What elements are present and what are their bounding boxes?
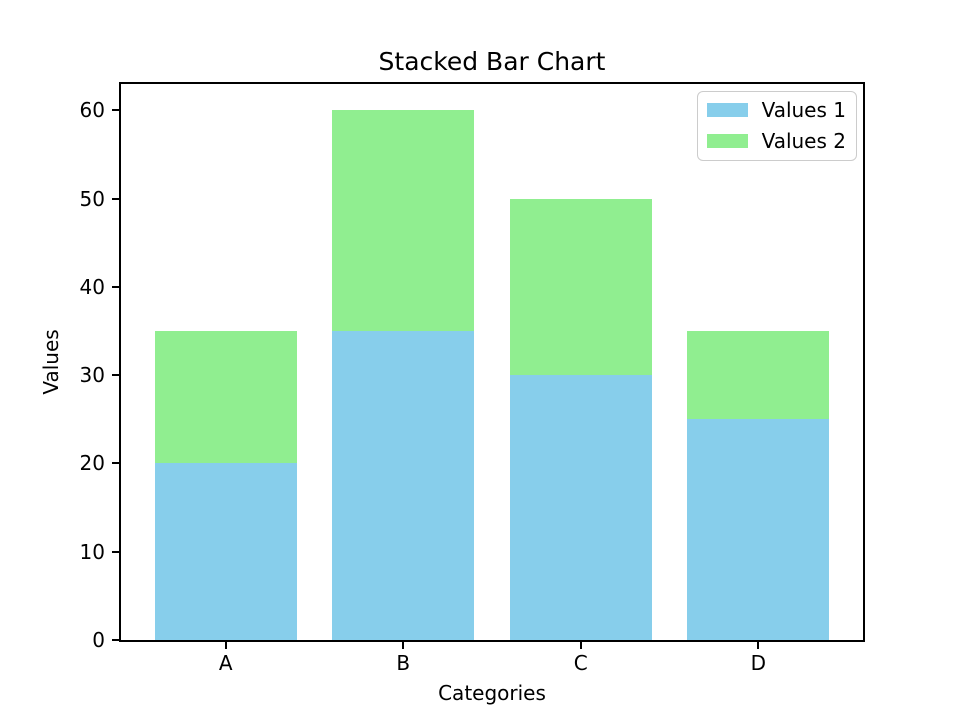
x-tick-mark: [402, 642, 405, 649]
y-tick-mark: [112, 285, 119, 288]
y-tick-label: 50: [79, 186, 105, 211]
y-tick-mark: [112, 550, 119, 553]
bar-segment-c-series1: [509, 375, 652, 640]
x-tick-mark: [224, 642, 227, 649]
legend-swatch: [706, 134, 748, 148]
x-tick-label: D: [750, 651, 766, 675]
bar-segment-c-series2: [509, 198, 652, 376]
legend-entry: Values 1: [706, 98, 846, 122]
y-tick-mark: [112, 109, 119, 112]
legend-swatch: [706, 103, 748, 117]
y-tick-mark: [112, 462, 119, 465]
bar-segment-b-series2: [332, 110, 475, 332]
y-tick-label: 40: [79, 274, 105, 299]
y-tick-mark: [112, 639, 119, 641]
bars-layer: [121, 84, 863, 640]
x-tick-label: B: [396, 651, 411, 675]
y-tick-label: 10: [79, 539, 105, 564]
legend: Values 1 Values 2: [696, 91, 857, 161]
y-tick-mark: [112, 197, 119, 200]
y-axis-label: Values: [39, 329, 63, 395]
bar-segment-b-series1: [332, 331, 475, 640]
x-tick-label: C: [573, 651, 588, 675]
chart-title: Stacked Bar Chart: [378, 47, 606, 76]
y-tick-label: 20: [79, 451, 105, 476]
legend-entry: Values 2: [706, 129, 846, 153]
y-tick-mark: [112, 374, 119, 377]
x-tick-mark: [757, 642, 760, 649]
x-tick-mark: [579, 642, 582, 649]
legend-label: Values 1: [761, 98, 846, 122]
legend-label: Values 2: [761, 129, 846, 153]
plot-area: Values 1 Values 2: [119, 82, 865, 642]
bar-segment-d-series2: [687, 331, 830, 420]
y-tick-label: 0: [92, 628, 105, 652]
bar-segment-d-series1: [687, 419, 830, 640]
bar-segment-a-series1: [154, 463, 297, 640]
y-tick-label: 60: [79, 98, 105, 123]
y-tick-label: 30: [79, 363, 105, 388]
bar-segment-a-series2: [154, 331, 297, 464]
x-axis-label: Categories: [438, 681, 546, 705]
x-tick-label: A: [218, 651, 233, 675]
